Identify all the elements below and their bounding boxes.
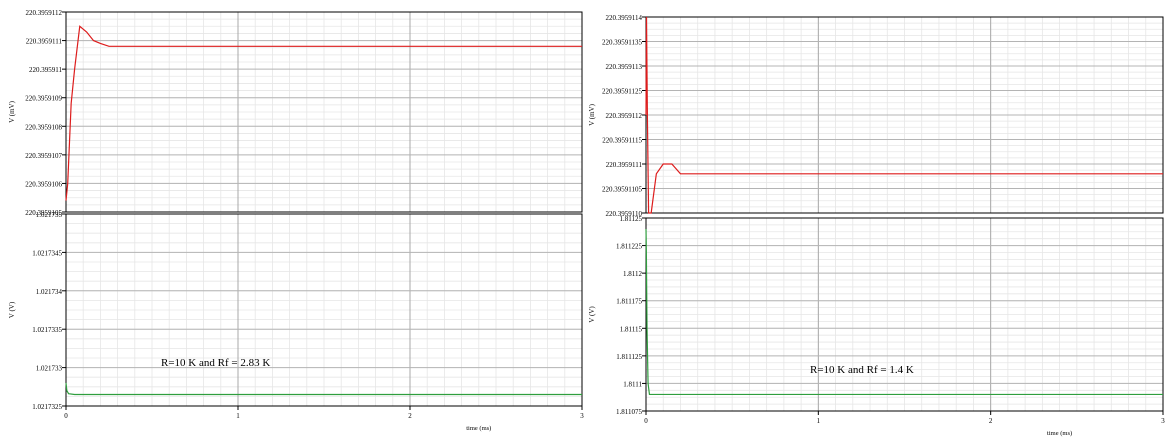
y-tick-label: 1.8111 bbox=[623, 380, 642, 388]
x-tick-label: 0 bbox=[64, 412, 68, 420]
y-tick-label: 220.3959113 bbox=[606, 63, 643, 71]
y-tick-label: 1.021734 bbox=[36, 288, 63, 296]
plot-frame bbox=[645, 217, 1164, 412]
annotation-label: R=10 K and Rf = 2.83 K bbox=[161, 357, 270, 369]
annotation-label: R=10 K and Rf = 1.4 K bbox=[810, 364, 914, 376]
y-tick-label: 220.3959110 bbox=[606, 210, 643, 218]
y-tick-label: 220.3959111 bbox=[606, 161, 643, 169]
y-tick-label: 1.81115 bbox=[620, 325, 643, 333]
series-line bbox=[65, 25, 582, 201]
x-axis-label: time (ms) bbox=[466, 425, 491, 432]
y-tick-label: 1.021735 bbox=[36, 211, 63, 219]
x-tick-label: 1 bbox=[817, 417, 821, 425]
y-tick-label: 1.811125 bbox=[616, 353, 642, 361]
y-tick-label: 1.81125 bbox=[620, 215, 643, 223]
series-line bbox=[645, 229, 1163, 396]
y-tick-label: 1.0217345 bbox=[32, 249, 62, 257]
y-tick-label: 220.3959112 bbox=[26, 9, 63, 17]
y-tick-label: 220.3959106 bbox=[25, 180, 62, 188]
y-axis-label: V (mV) bbox=[8, 100, 16, 123]
y-tick-label: 220.3959107 bbox=[25, 152, 62, 160]
y-axis-label: V (V) bbox=[8, 301, 16, 318]
y-tick-label: 1.0217335 bbox=[32, 326, 62, 334]
y-tick-label: 220.395911 bbox=[29, 66, 62, 74]
x-tick-label: 3 bbox=[1161, 417, 1165, 425]
y-tick-label: 1.021733 bbox=[36, 365, 63, 373]
y-tick-label: 1.811225 bbox=[616, 243, 642, 251]
x-tick-label: 0 bbox=[644, 417, 648, 425]
plot-frame bbox=[65, 11, 583, 213]
y-tick-label: 220.3959111 bbox=[26, 38, 63, 46]
series-line bbox=[645, 16, 1163, 214]
y-tick-label: 220.39591125 bbox=[602, 88, 642, 96]
y-tick-label: 1.8112 bbox=[623, 270, 642, 278]
y-tick-label: 220.3959114 bbox=[606, 14, 643, 22]
plot-frame bbox=[65, 213, 583, 407]
y-tick-label: 1.811075 bbox=[616, 408, 642, 416]
x-axis-label: time (ms) bbox=[1047, 430, 1072, 437]
y-tick-label: 220.3959105 bbox=[25, 209, 62, 217]
x-tick-label: 3 bbox=[580, 412, 584, 420]
y-axis-label: V (mV) bbox=[588, 103, 596, 126]
y-tick-label: 220.39591105 bbox=[602, 186, 642, 194]
x-tick-label: 2 bbox=[989, 417, 993, 425]
y-tick-label: 220.3959108 bbox=[25, 123, 62, 131]
y-tick-label: 220.39591135 bbox=[602, 39, 642, 47]
series-line bbox=[65, 382, 582, 396]
x-tick-label: 2 bbox=[408, 412, 412, 420]
y-tick-label: 1.0217325 bbox=[32, 403, 62, 411]
y-tick-label: 220.3959112 bbox=[606, 112, 643, 120]
y-tick-label: 220.39591115 bbox=[602, 137, 642, 145]
y-axis-label: V (V) bbox=[588, 306, 596, 323]
y-tick-label: 220.3959109 bbox=[25, 95, 62, 103]
y-tick-label: 1.811175 bbox=[616, 298, 642, 306]
x-tick-label: 1 bbox=[236, 412, 240, 420]
